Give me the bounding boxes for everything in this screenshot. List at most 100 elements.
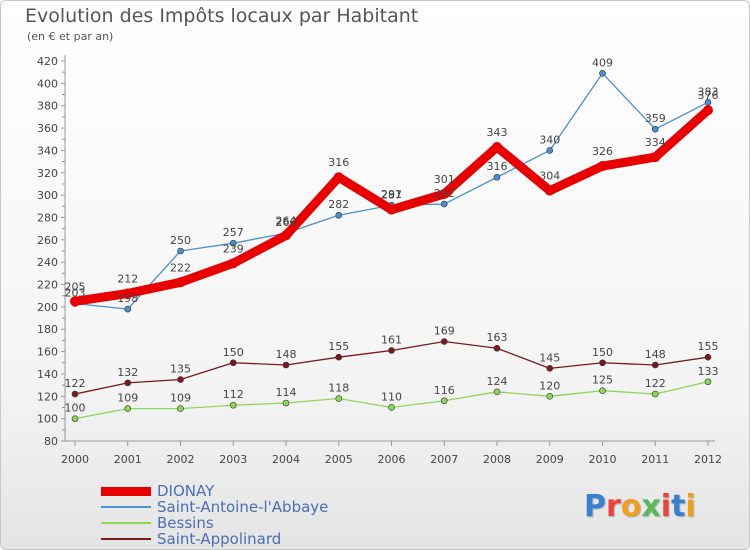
logo-letter: o xyxy=(620,489,642,524)
y-tick-label: 240 xyxy=(37,256,58,269)
y-tick-label: 80 xyxy=(44,435,58,448)
logo-letter: r xyxy=(606,489,621,524)
data-point xyxy=(492,142,502,153)
data-label: 132 xyxy=(117,366,138,379)
legend-label: Saint-Antoine-l'Abbaye xyxy=(157,498,329,516)
data-point xyxy=(546,147,554,154)
data-point xyxy=(704,378,712,386)
data-label: 340 xyxy=(539,133,560,146)
data-point xyxy=(228,258,239,269)
y-tick-label: 280 xyxy=(37,211,58,224)
data-label: 116 xyxy=(434,384,455,397)
data-label: 120 xyxy=(539,379,560,392)
data-point xyxy=(651,125,659,133)
data-point xyxy=(599,387,606,395)
data-point xyxy=(335,211,343,219)
data-label: 150 xyxy=(223,346,244,359)
data-label: 409 xyxy=(592,56,613,69)
x-tick-label: 2000 xyxy=(61,453,89,466)
data-point xyxy=(651,390,659,398)
data-label: 148 xyxy=(276,348,297,361)
y-tick-label: 180 xyxy=(37,323,58,336)
data-point xyxy=(493,173,501,181)
x-tick-label: 2008 xyxy=(483,453,511,466)
data-point xyxy=(124,379,132,387)
data-label: 301 xyxy=(434,173,455,186)
data-point xyxy=(281,230,291,241)
proxiti-logo: Proxiti xyxy=(584,489,696,524)
data-label: 304 xyxy=(539,170,560,183)
data-label: 118 xyxy=(328,382,349,395)
data-point xyxy=(704,353,712,361)
data-label: 145 xyxy=(539,351,560,364)
data-label: 282 xyxy=(328,198,349,211)
x-tick-label: 2007 xyxy=(430,453,458,466)
data-point xyxy=(651,361,659,369)
data-label: 112 xyxy=(223,388,244,401)
legend-swatch xyxy=(101,538,151,540)
logo-letter: t xyxy=(671,489,686,524)
data-point xyxy=(544,185,555,196)
data-label: 122 xyxy=(645,377,666,390)
data-point xyxy=(597,161,608,172)
data-label: 161 xyxy=(381,333,402,346)
data-point xyxy=(386,204,397,215)
data-label: 316 xyxy=(328,156,349,169)
y-tick-label: 220 xyxy=(37,279,58,292)
x-tick-label: 2004 xyxy=(272,453,300,466)
data-point xyxy=(440,397,448,405)
data-point xyxy=(229,359,237,367)
data-label: 122 xyxy=(65,377,86,390)
x-tick-label: 2006 xyxy=(378,453,406,466)
data-label: 316 xyxy=(487,160,508,173)
y-tick-label: 260 xyxy=(37,234,58,247)
x-tick-label: 2012 xyxy=(694,453,722,466)
data-label: 198 xyxy=(117,292,138,305)
y-tick-label: 380 xyxy=(37,100,58,113)
legend-item-bessins: Bessins xyxy=(101,515,328,531)
data-point xyxy=(546,392,554,400)
data-point xyxy=(546,365,554,372)
x-tick-label: 2002 xyxy=(167,453,195,466)
data-label: 264 xyxy=(276,214,297,227)
data-label: 383 xyxy=(698,85,719,98)
data-point xyxy=(493,344,501,352)
data-point xyxy=(70,296,80,307)
legend-label: Bessins xyxy=(157,514,214,532)
data-label: 125 xyxy=(592,374,613,387)
data-point xyxy=(440,338,448,345)
y-tick-label: 100 xyxy=(37,413,58,426)
data-label: 287 xyxy=(381,189,402,202)
data-point xyxy=(599,69,606,77)
x-tick-label: 2001 xyxy=(114,453,142,466)
legend-swatch xyxy=(101,486,151,496)
legend-label: Saint-Appolinard xyxy=(157,530,282,548)
data-point xyxy=(177,376,184,383)
x-tick-label: 2010 xyxy=(589,453,617,466)
y-tick-label: 140 xyxy=(37,368,58,381)
data-label: 133 xyxy=(698,365,719,378)
data-point xyxy=(440,200,448,208)
data-point xyxy=(388,404,395,411)
data-label: 100 xyxy=(65,402,86,415)
data-label: 291 xyxy=(381,188,402,201)
data-label: 326 xyxy=(592,145,613,158)
data-point xyxy=(282,361,290,369)
x-tick-label: 2009 xyxy=(536,453,564,466)
data-label: 169 xyxy=(434,325,455,338)
data-label: 250 xyxy=(170,234,191,247)
chart-title: Evolution des Impôts locaux par Habitant xyxy=(25,5,419,27)
data-point xyxy=(650,152,661,163)
logo-letter: i xyxy=(660,489,672,524)
data-point xyxy=(599,359,606,367)
data-label: 110 xyxy=(381,390,402,403)
legend-item-saint-appolinard: Saint-Appolinard xyxy=(101,531,328,547)
legend-item-saint-antoine: Saint-Antoine-l'Abbaye xyxy=(101,499,328,515)
data-label: 124 xyxy=(487,375,508,388)
data-label: 222 xyxy=(170,261,191,274)
x-tick-label: 2005 xyxy=(325,453,353,466)
data-label: 109 xyxy=(170,392,191,405)
data-point xyxy=(333,172,344,183)
